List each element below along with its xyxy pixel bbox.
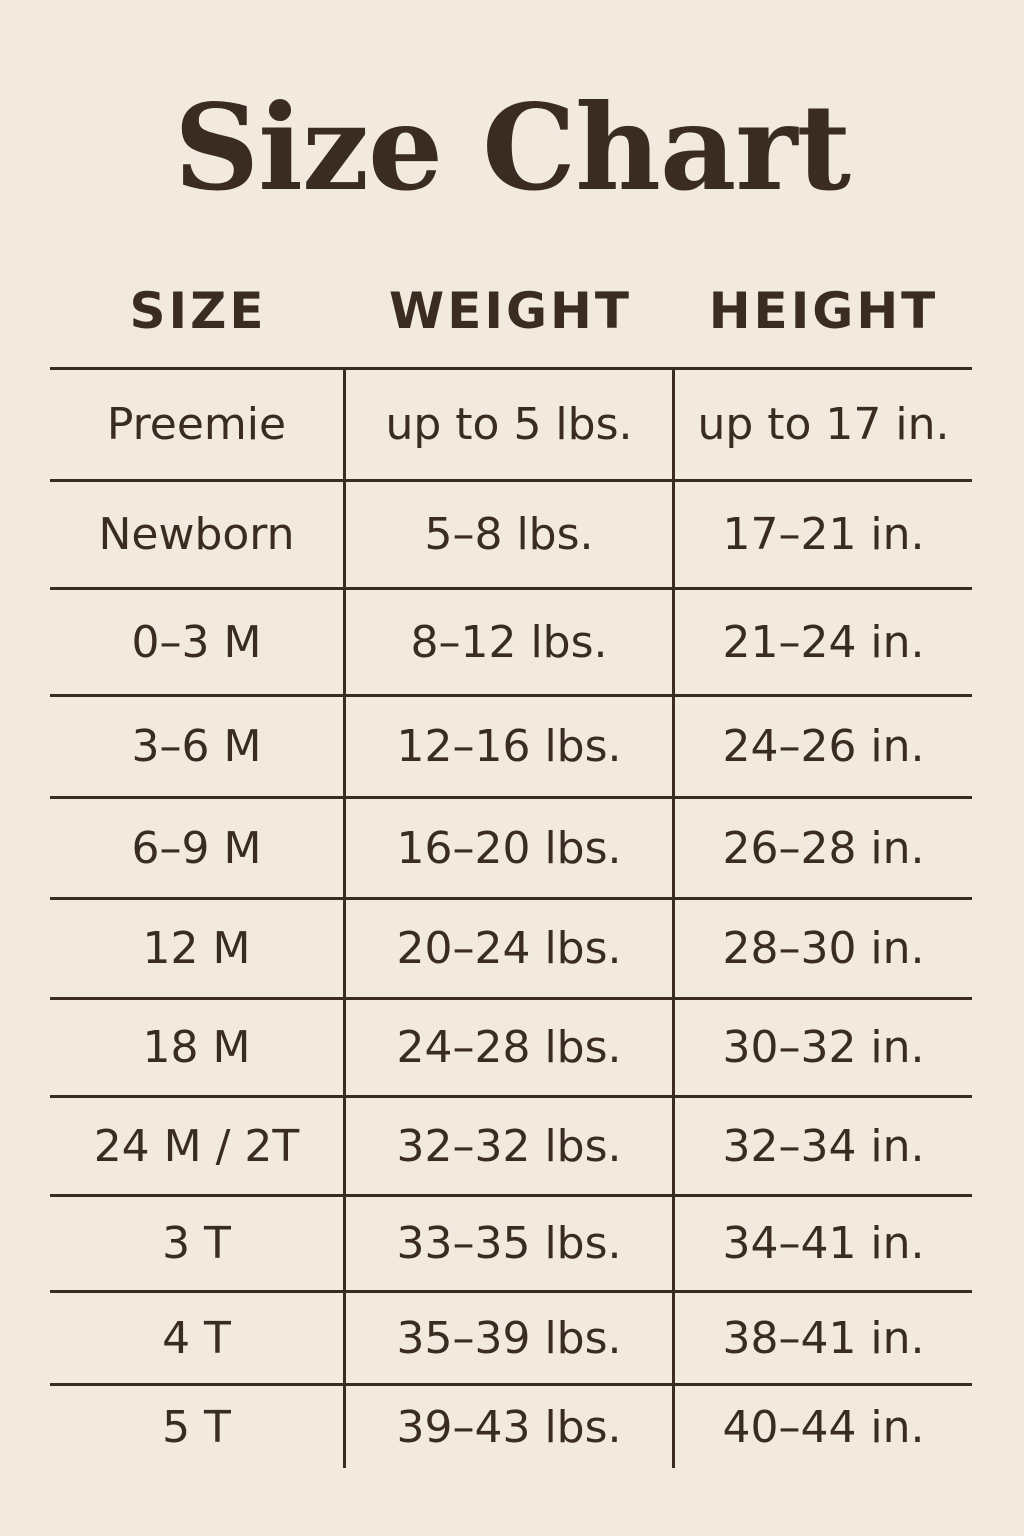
cell-size: 12 M — [50, 900, 346, 997]
header-height: HEIGHT — [708, 282, 939, 340]
table-row: Newborn 5–8 lbs. 17–21 in. — [50, 479, 972, 587]
cell-size: 3 T — [50, 1197, 346, 1290]
cell-size: 4 T — [50, 1293, 346, 1383]
cell-weight: 24–28 lbs. — [346, 1000, 675, 1095]
header-size: SIZE — [129, 282, 267, 340]
cell-weight: 8–12 lbs. — [346, 590, 675, 694]
cell-weight: 39–43 lbs. — [346, 1386, 675, 1468]
cell-height: 40–44 in. — [722, 1401, 925, 1453]
cell-height: 34–41 in. — [722, 1218, 925, 1269]
table-row: 12 M 20–24 lbs. 28–30 in. — [50, 897, 972, 997]
cell-height: 32–34 in. — [722, 1120, 925, 1172]
cell-weight: 20–24 lbs. — [346, 900, 675, 997]
cell-weight: 5–8 lbs. — [346, 482, 675, 587]
table-row: Preemie up to 5 lbs. up to 17 in. — [50, 367, 972, 479]
cell-height: 38–41 in. — [722, 1312, 925, 1364]
cell-size: 5 T — [50, 1386, 346, 1468]
cell-height: 28–30 in. — [722, 923, 925, 974]
cell-size: 18 M — [50, 1000, 346, 1095]
table-row: 4 T 35–39 lbs. 38–41 in. — [50, 1290, 972, 1383]
cell-size: 24 M / 2T — [50, 1098, 346, 1194]
table-row: 3 T 33–35 lbs. 34–41 in. — [50, 1194, 972, 1290]
cell-height: 21–24 in. — [722, 616, 925, 668]
cell-weight: up to 5 lbs. — [346, 370, 675, 479]
cell-weight: 16–20 lbs. — [346, 799, 675, 897]
cell-weight: 32–32 lbs. — [346, 1098, 675, 1194]
table-row: 18 M 24–28 lbs. 30–32 in. — [50, 997, 972, 1095]
cell-size: 6–9 M — [50, 799, 346, 897]
cell-size: Preemie — [50, 370, 346, 479]
cell-size: Newborn — [50, 482, 346, 587]
size-table: Preemie up to 5 lbs. up to 17 in. Newborn 5–… — [50, 367, 972, 1468]
cell-height: 24–26 in. — [722, 721, 925, 772]
cell-size: 3–6 M — [50, 697, 346, 796]
header-weight: WEIGHT — [389, 282, 632, 340]
cell-weight: 35–39 lbs. — [346, 1293, 675, 1383]
cell-weight: 33–35 lbs. — [346, 1197, 675, 1290]
cell-height: 30–32 in. — [722, 1022, 925, 1073]
table-row: 5 T 39–43 lbs. 40–44 in. — [50, 1383, 972, 1468]
table-row: 0–3 M 8–12 lbs. 21–24 in. — [50, 587, 972, 694]
table-row: 6–9 M 16–20 lbs. 26–28 in. — [50, 796, 972, 897]
table-row: 24 M / 2T 32–32 lbs. 32–34 in. — [50, 1095, 972, 1194]
table-row: 3–6 M 12–16 lbs. 24–26 in. — [50, 694, 972, 796]
page-title: Size Chart — [173, 78, 851, 217]
cell-height: 17–21 in. — [722, 509, 925, 560]
cell-height: up to 17 in. — [697, 399, 950, 450]
cell-weight: 12–16 lbs. — [346, 697, 675, 796]
cell-size: 0–3 M — [50, 590, 346, 694]
cell-height: 26–28 in. — [722, 822, 925, 874]
